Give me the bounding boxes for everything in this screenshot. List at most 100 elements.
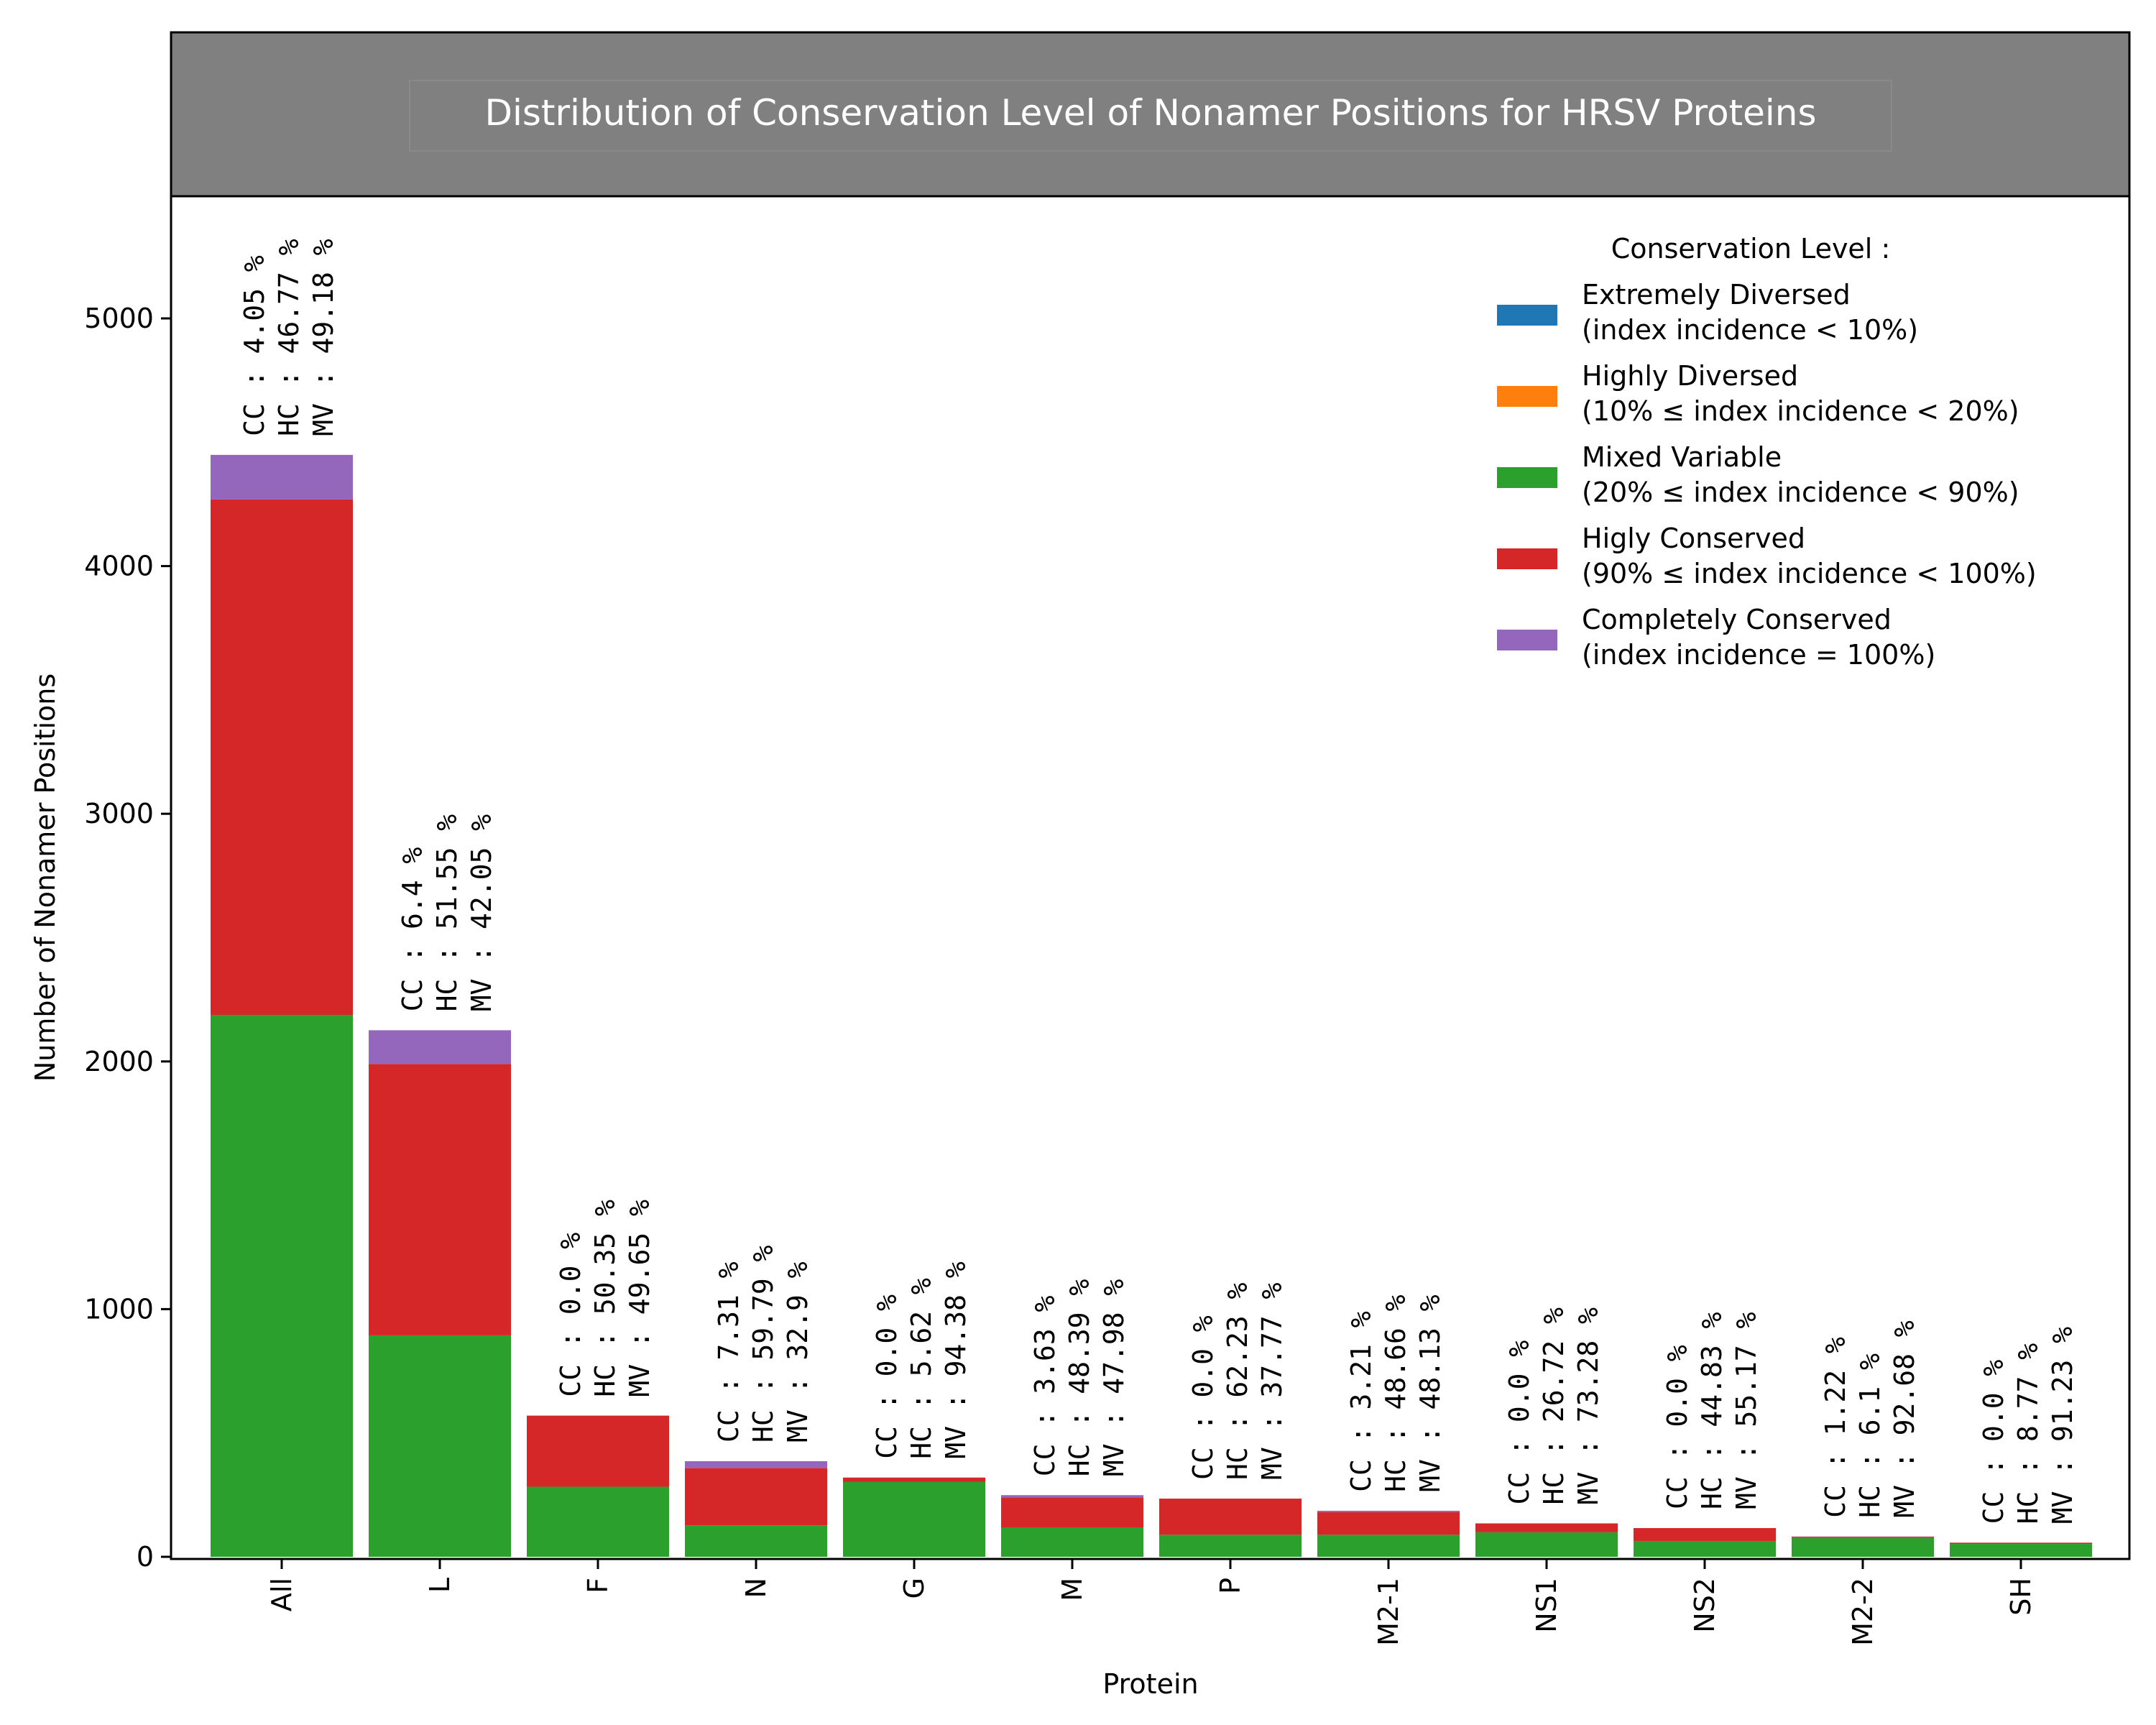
bar-segment-completely-conserved [1001, 1495, 1143, 1498]
title-bar [170, 31, 2131, 198]
annotation-cc: CC : 0.0 % [871, 1294, 903, 1459]
bar-segment-higly-conserved [1475, 1523, 1618, 1532]
annotation-hc: HC : 5.62 % [906, 1278, 937, 1459]
x-tick-label: N [740, 1578, 772, 1598]
bar-segment-mixed-variable [1950, 1544, 2092, 1557]
annotation-hc: HC : 50.35 % [589, 1200, 621, 1397]
annotation-hc: HC : 44.83 % [1696, 1312, 1728, 1509]
y-axis-label: Number of Nonamer Positions [29, 673, 61, 1082]
legend-label-extremely-diversed: Extremely Diversed [1582, 279, 1851, 310]
annotation-hc: HC : 48.66 % [1380, 1294, 1411, 1492]
legend-desc-extremely-diversed: (index incidence < 10%) [1582, 314, 1918, 346]
annotation-hc: HC : 51.55 % [431, 814, 463, 1012]
bar-segment-mixed-variable [843, 1481, 985, 1557]
legend-label-highly-diversed: Highly Diversed [1582, 360, 1798, 392]
legend-label-mixed-variable: Mixed Variable [1582, 441, 1782, 473]
legend-title: Conservation Level : [1611, 233, 1891, 264]
bar-segment-mixed-variable [1634, 1540, 1776, 1557]
legend-swatch-completely-conserved [1497, 630, 1557, 650]
annotation-hc: HC : 6.1 % [1854, 1353, 1886, 1518]
bar-segment-completely-conserved [1317, 1510, 1460, 1512]
bar-segment-mixed-variable [1317, 1535, 1460, 1557]
annotation-cc: CC : 0.0 % [1978, 1359, 2009, 1524]
annotation-mv: MV : 32.9 % [782, 1261, 814, 1443]
legend-swatch-mixed-variable [1497, 467, 1557, 488]
annotation-mv: MV : 92.68 % [1889, 1320, 1920, 1518]
bar-segment-higly-conserved [211, 499, 353, 1016]
x-tick-label: P [1215, 1578, 1246, 1594]
annotation-cc: CC : 6.4 % [397, 847, 428, 1011]
annotation-mv: MV : 73.28 % [1572, 1307, 1604, 1505]
bar-segment-higly-conserved [1950, 1542, 2092, 1545]
bar-segment-mixed-variable [527, 1486, 669, 1557]
plot-area [170, 195, 2131, 1560]
annotation-cc: CC : 0.0 % [1503, 1340, 1535, 1505]
bar-segment-higly-conserved [527, 1415, 669, 1487]
annotation-hc: HC : 46.77 % [273, 239, 305, 436]
y-tick-label: 4000 [84, 551, 154, 582]
legend: Conservation Level : Extremely Diversed (… [1497, 233, 2037, 671]
legend-label-higly-conserved: Higly Conserved [1582, 523, 1805, 554]
bar-segment-higly-conserved [1001, 1497, 1143, 1527]
x-tick-label: SH [2005, 1578, 2037, 1616]
annotations-layer: CC : 4.05 % HC : 46.77 % MV : 49.18 % CC : … [239, 239, 2078, 1524]
annotation-cc: CC : 7.31 % [713, 1261, 745, 1443]
y-axis: 0 1000 2000 3000 4000 5000 [84, 303, 171, 1573]
legend-swatch-higly-conserved [1497, 548, 1557, 569]
annotation-mv: MV : 42.05 % [466, 814, 497, 1012]
legend-desc-highly-diversed: (10% ≤ index incidence < 20%) [1582, 395, 2019, 427]
annotation-cc: CC : 1.22 % [1820, 1337, 1851, 1518]
x-tick-label: M2-2 [1847, 1578, 1879, 1646]
bar-segment-completely-conserved [685, 1460, 827, 1468]
bar-segment-completely-conserved [211, 454, 353, 500]
bar-segment-mixed-variable [369, 1335, 511, 1557]
annotation-hc: HC : 8.77 % [2012, 1343, 2044, 1524]
bars-layer [211, 454, 2092, 1557]
legend-desc-mixed-variable: (20% ≤ index incidence < 90%) [1582, 477, 2019, 508]
annotation-hc: HC : 59.79 % [747, 1245, 779, 1443]
chart-title: Distribution of Conservation Level of No… [484, 92, 1816, 134]
x-axis: All L F N G M P M2-1 NS1 NS2 M2-2 SH [266, 1559, 2037, 1646]
annotation-mv: MV : 48.13 % [1414, 1294, 1446, 1492]
annotation-cc: CC : 3.21 % [1345, 1311, 1377, 1492]
annotation-cc: CC : 0.0 % [1662, 1345, 1693, 1509]
bar-segment-higly-conserved [1317, 1512, 1460, 1535]
annotation-cc: CC : 0.0 % [1187, 1315, 1219, 1480]
legend-swatch-extremely-diversed [1497, 305, 1557, 326]
annotation-hc: HC : 62.23 % [1222, 1282, 1253, 1480]
y-tick-label: 1000 [84, 1293, 154, 1325]
y-tick-label: 3000 [84, 798, 154, 829]
bar-segment-higly-conserved [1634, 1528, 1776, 1541]
x-axis-label: Protein [1102, 1668, 1198, 1700]
annotation-cc: CC : 4.05 % [239, 255, 270, 436]
legend-desc-completely-conserved: (index incidence = 100%) [1582, 639, 1935, 671]
bar-segment-higly-conserved [1159, 1499, 1302, 1535]
bar-segment-mixed-variable [1001, 1527, 1143, 1557]
bar-segment-higly-conserved [843, 1477, 985, 1482]
annotation-mv: MV : 94.38 % [940, 1261, 972, 1459]
annotation-hc: HC : 26.72 % [1538, 1307, 1570, 1505]
annotation-mv: MV : 47.98 % [1098, 1279, 1130, 1477]
annotation-hc: HC : 48.39 % [1064, 1279, 1095, 1477]
bar-segment-mixed-variable [1159, 1535, 1302, 1557]
bar-segment-higly-conserved [1792, 1537, 1934, 1538]
legend-desc-higly-conserved: (90% ≤ index incidence < 100%) [1582, 558, 2037, 589]
x-tick-label: F [582, 1578, 614, 1593]
title-box [409, 80, 1892, 152]
bar-segment-completely-conserved [369, 1030, 511, 1064]
y-tick-label: 2000 [84, 1046, 154, 1077]
x-tick-label: M2-1 [1373, 1578, 1404, 1646]
bar-segment-higly-conserved [369, 1064, 511, 1335]
bar-segment-mixed-variable [211, 1015, 353, 1557]
x-tick-label: L [424, 1578, 456, 1593]
x-tick-label: NS2 [1689, 1578, 1720, 1633]
y-tick-label: 0 [137, 1541, 154, 1573]
annotation-cc: CC : 3.63 % [1029, 1295, 1061, 1476]
annotation-mv: MV : 37.77 % [1256, 1282, 1288, 1480]
y-tick-label: 5000 [84, 303, 154, 334]
x-tick-label: All [266, 1578, 298, 1611]
x-tick-label: G [898, 1578, 930, 1598]
